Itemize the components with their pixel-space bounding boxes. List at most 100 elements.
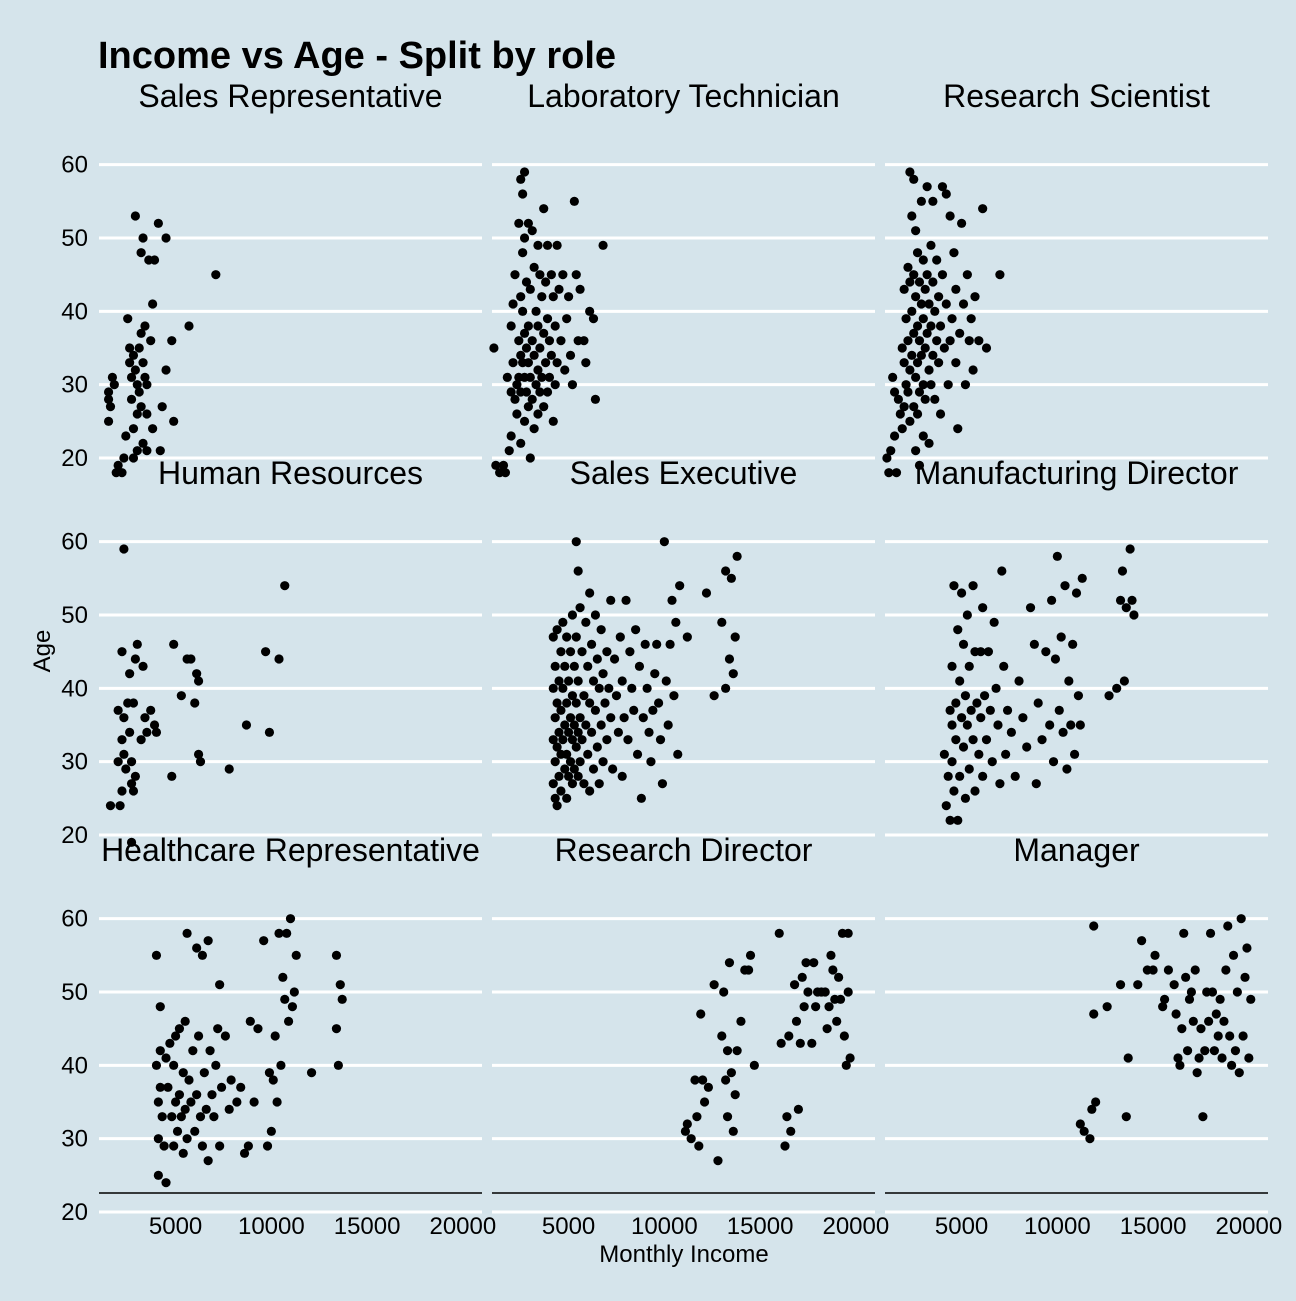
data-point xyxy=(1045,720,1055,730)
data-point xyxy=(209,1112,219,1122)
data-point xyxy=(169,639,179,649)
data-point xyxy=(1048,757,1059,767)
data-point xyxy=(882,453,892,463)
facet-label: Sales Representative xyxy=(138,78,442,114)
data-point xyxy=(128,453,139,463)
data-point xyxy=(167,336,177,346)
data-point xyxy=(978,204,988,214)
data-point xyxy=(730,632,740,642)
data-point xyxy=(569,720,579,730)
data-point xyxy=(535,387,545,397)
data-point xyxy=(216,1082,227,1092)
data-point xyxy=(724,654,735,664)
data-point xyxy=(958,299,969,309)
data-point xyxy=(692,1112,702,1122)
data-point xyxy=(586,727,597,737)
data-point xyxy=(192,669,202,679)
data-point xyxy=(126,394,137,404)
data-point xyxy=(912,248,923,258)
data-point xyxy=(669,691,679,701)
data-point xyxy=(107,372,118,382)
data-point xyxy=(103,394,114,404)
data-point xyxy=(506,431,516,441)
data-point xyxy=(274,928,284,938)
data-point xyxy=(130,771,140,781)
data-point xyxy=(957,713,967,723)
data-point xyxy=(136,248,146,258)
data-point xyxy=(504,446,514,456)
data-point xyxy=(213,1024,223,1034)
data-point xyxy=(516,438,526,448)
data-point xyxy=(527,394,537,404)
data-point xyxy=(1169,980,1179,990)
data-point xyxy=(1056,632,1066,642)
data-point xyxy=(518,248,528,258)
data-point xyxy=(146,705,156,715)
data-point xyxy=(916,299,926,309)
data-point xyxy=(558,683,568,693)
data-point xyxy=(909,174,919,184)
data-point xyxy=(592,742,602,752)
facet-panel: Sales Representative 20 30 40 50 60 xyxy=(61,78,482,478)
data-point xyxy=(153,1170,163,1180)
data-point xyxy=(508,358,518,368)
data-point xyxy=(1041,647,1051,657)
data-point xyxy=(1047,595,1057,605)
data-point xyxy=(119,713,129,723)
data-point xyxy=(567,779,578,789)
data-point xyxy=(560,365,570,375)
data-point xyxy=(953,424,963,434)
data-point xyxy=(886,446,896,456)
data-point xyxy=(331,1024,342,1034)
data-point xyxy=(909,270,919,280)
data-point xyxy=(126,757,137,767)
data-point xyxy=(232,1097,242,1107)
data-point xyxy=(521,277,532,287)
y-tick-label: 30 xyxy=(61,1126,88,1153)
data-point xyxy=(903,387,913,397)
data-point xyxy=(550,757,560,767)
data-point xyxy=(602,647,612,657)
data-point xyxy=(1150,950,1160,960)
data-point xyxy=(215,1141,225,1151)
data-point xyxy=(621,595,631,605)
data-point xyxy=(801,958,811,968)
data-point xyxy=(519,167,530,177)
data-point xyxy=(1227,1060,1237,1070)
data-point xyxy=(575,757,585,767)
y-tick-label: 20 xyxy=(61,822,88,849)
data-point xyxy=(571,742,581,752)
data-point xyxy=(960,691,971,701)
data-point xyxy=(895,409,905,419)
data-point xyxy=(1127,595,1137,605)
data-point xyxy=(795,1038,805,1048)
data-point xyxy=(922,182,932,192)
data-point xyxy=(962,720,972,730)
data-point xyxy=(686,1134,696,1144)
data-point xyxy=(926,321,936,331)
data-point xyxy=(142,409,152,419)
data-point xyxy=(1037,735,1047,745)
data-point xyxy=(518,306,528,316)
data-point xyxy=(941,801,951,811)
data-point xyxy=(276,1060,286,1070)
y-tick-label: 20 xyxy=(61,1199,88,1226)
data-point xyxy=(955,771,965,781)
data-point xyxy=(253,1024,263,1034)
data-point xyxy=(583,661,593,671)
data-point xyxy=(142,380,152,390)
data-point xyxy=(935,321,946,331)
facet-panel: Research Director 5000 10000 15000 20000 xyxy=(492,834,889,1240)
data-point xyxy=(140,713,150,723)
data-point xyxy=(140,321,150,331)
data-point xyxy=(824,1002,834,1012)
data-point xyxy=(928,196,938,206)
data-point xyxy=(911,292,921,302)
data-point xyxy=(1014,676,1024,686)
data-point xyxy=(642,683,652,693)
data-point xyxy=(138,233,148,243)
data-point xyxy=(103,387,114,397)
data-point xyxy=(138,438,148,448)
data-point xyxy=(899,284,909,294)
data-point xyxy=(109,380,119,390)
